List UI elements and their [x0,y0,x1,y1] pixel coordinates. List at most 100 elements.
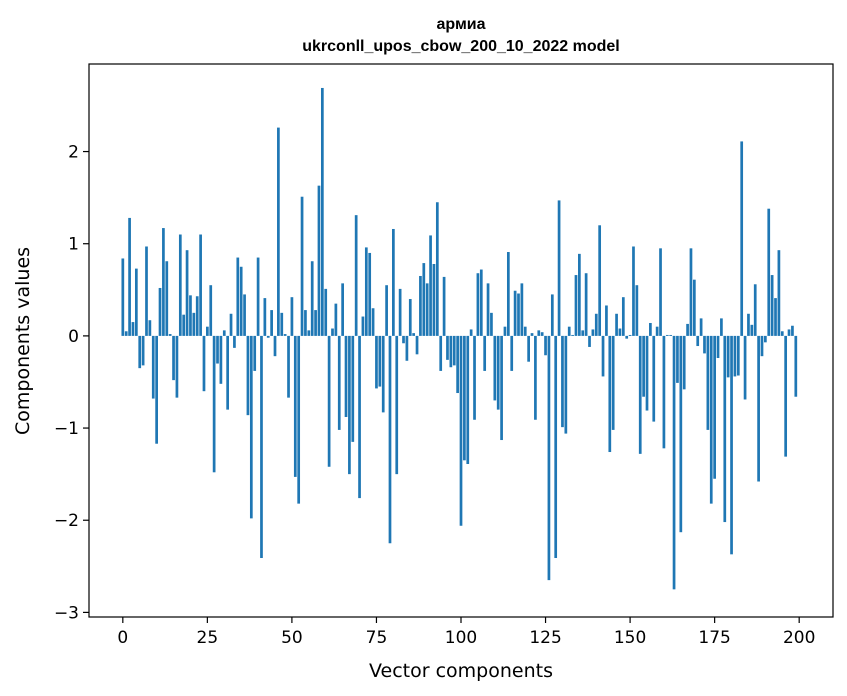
x-tick-label: 0 [117,628,128,648]
bar [354,215,358,336]
bar [490,312,493,336]
bar [388,335,392,544]
bar [689,248,693,336]
bar [408,299,412,336]
bar [500,335,503,441]
bar [540,332,544,336]
bar [561,335,564,428]
bar [669,334,673,336]
bar [456,335,459,394]
bar [676,335,679,383]
bar [716,335,720,359]
bar [168,334,172,336]
bar [628,334,632,336]
bar [496,335,500,410]
bar [740,141,744,336]
bar [351,335,355,442]
bar [243,294,246,336]
bar [794,335,798,397]
bar [554,335,558,559]
bar [209,285,213,336]
bar [517,293,520,336]
bar [638,335,642,454]
bar [138,335,142,369]
bar [368,252,372,336]
bar [608,335,612,453]
bar [310,261,314,336]
bar [733,335,737,377]
bar [266,335,270,338]
bar [124,331,128,336]
bar [598,225,602,336]
bar [348,335,351,475]
bar [473,335,476,420]
bar [635,285,639,336]
bar [202,335,206,392]
bar [392,228,395,336]
bar [567,326,571,336]
bar [692,279,696,336]
bars-group [121,87,798,590]
bar [652,335,656,422]
bar [699,318,703,336]
bar [182,314,186,336]
bar [304,310,307,336]
x-tick-label: 100 [445,628,477,648]
bar [165,261,169,336]
bar [625,335,629,339]
bar [780,331,784,336]
bar [395,335,399,475]
bar [199,234,202,336]
x-tick-label: 200 [783,628,815,648]
bar [730,335,733,555]
bar [506,252,510,336]
bar [581,330,585,336]
bar [419,275,422,336]
bar [151,335,155,399]
bar [131,322,135,336]
bar [219,335,223,384]
bar [537,330,541,336]
bar [547,335,551,581]
bar [452,335,456,366]
bar [564,335,568,434]
bar [632,246,635,336]
bar [459,335,463,526]
bar [571,334,574,336]
bar [449,335,453,368]
x-tick-label: 25 [197,628,219,648]
bar [226,335,230,410]
bar [172,335,175,381]
bar [713,335,716,479]
bar [527,335,530,362]
bar [307,330,311,336]
bar [486,283,490,336]
bar [206,326,209,336]
bar [709,335,713,504]
x-axis-label: Vector components [369,660,553,682]
bar [770,275,774,336]
bar [148,320,152,336]
bar [233,335,236,348]
x-tick-label: 75 [366,628,388,648]
bar [726,335,730,378]
chart-title-line1: армиа [436,16,485,33]
x-tick-label: 175 [698,628,730,648]
bar [503,326,507,336]
bar [784,335,788,457]
bar [260,335,263,559]
bar [469,329,473,336]
bar [402,335,405,344]
bar [273,335,277,357]
bar [341,283,344,336]
bar [141,335,145,366]
bar [679,335,683,533]
bar [544,335,547,356]
bar [375,335,378,389]
bar [175,335,179,398]
bar [466,335,470,464]
bar [760,335,764,357]
bar [263,298,267,336]
bar [753,284,757,336]
bar [327,335,331,467]
